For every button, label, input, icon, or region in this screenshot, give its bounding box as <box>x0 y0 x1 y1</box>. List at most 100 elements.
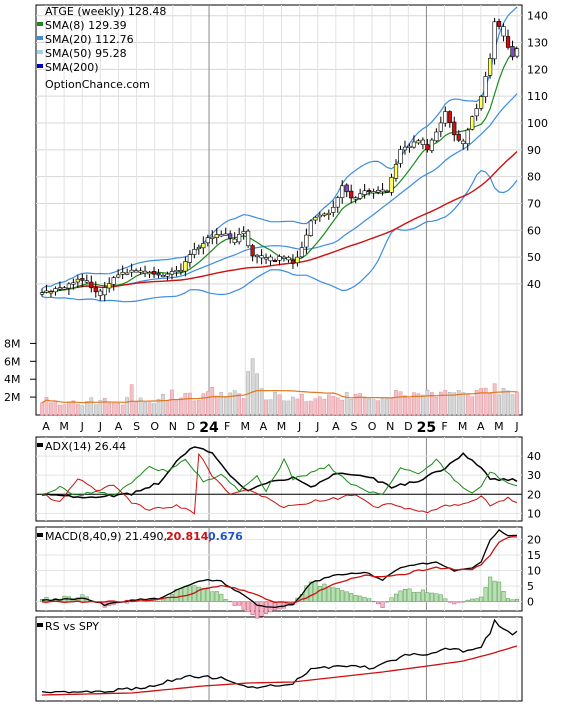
candle-body <box>71 282 76 285</box>
macd-histogram-bar <box>255 601 260 619</box>
month-label: A <box>115 420 123 433</box>
volume-bar <box>394 390 398 416</box>
macd-histogram-bar <box>214 591 219 602</box>
rs-title: RS vs SPY <box>45 620 99 633</box>
volume-bar <box>161 394 165 416</box>
macd-histogram-bar <box>228 601 233 603</box>
candle-body <box>434 131 439 142</box>
candle-body <box>80 278 85 281</box>
candle-body <box>125 272 130 275</box>
indicator-tick-label: 5 <box>527 580 534 593</box>
macd-histogram-bar <box>456 601 461 603</box>
indicator-tick-label: 30 <box>527 469 541 482</box>
month-label: J <box>80 420 84 433</box>
candle-body <box>259 255 264 259</box>
volume-bar <box>58 404 62 416</box>
month-label: 25 <box>417 420 436 436</box>
month-label: J <box>315 420 319 433</box>
adx-title: ADX(14) 26.44 <box>45 440 126 453</box>
indicator-tick-label: 10 <box>527 565 541 578</box>
candle-body <box>492 21 497 60</box>
volume-tick-label: 6M <box>4 355 21 368</box>
volume-bar <box>255 373 259 416</box>
macd-histogram-bar <box>156 600 161 602</box>
macd-title-swatch <box>37 533 43 537</box>
volume-bar <box>268 399 273 416</box>
macd-histogram-bar <box>322 583 327 602</box>
month-label: D <box>187 420 195 433</box>
volume-bar <box>170 389 174 416</box>
macd-histogram-bar <box>201 588 206 602</box>
candle-body <box>66 283 71 289</box>
candle-body <box>214 234 219 238</box>
macd-histogram-bar <box>304 585 309 602</box>
chart-title: ATGE (weekly) 128.48 <box>45 5 166 18</box>
candle-body <box>496 21 502 27</box>
macd-series-line <box>41 536 518 604</box>
rs-panel-frame <box>35 616 523 702</box>
candle-body <box>402 146 408 151</box>
candle-body <box>326 212 331 216</box>
month-label: N <box>386 420 394 433</box>
bollinger-upper-line <box>41 6 518 290</box>
volume-bar <box>277 394 282 416</box>
volume-average-line <box>41 389 518 404</box>
volume-tick-label: 8M <box>4 337 21 350</box>
macd-histogram-bar <box>461 601 466 603</box>
candle-body <box>452 121 457 136</box>
candle-body <box>443 111 448 124</box>
volume-bar <box>201 393 206 416</box>
volume-bar <box>210 387 215 416</box>
volume-bar <box>380 398 385 416</box>
volume-tick-label: 2M <box>4 391 21 404</box>
macd-histogram-bar <box>479 596 484 602</box>
volume-bar <box>62 404 67 416</box>
indicator-tick-label: 15 <box>527 549 541 562</box>
candle-body <box>201 243 206 249</box>
volume-bar <box>111 403 116 416</box>
candle-body <box>228 233 233 239</box>
macd-histogram-bar <box>326 586 331 602</box>
candle-body <box>111 277 116 285</box>
legend-sma20: SMA(20) 112.76 <box>45 33 134 46</box>
candle-body <box>461 140 466 144</box>
price-tick-label: 70 <box>527 197 541 210</box>
macd-histogram-bar <box>340 590 345 602</box>
macd-title: MACD(8,40,9) 21.490, <box>45 530 167 543</box>
month-label: A <box>42 420 50 433</box>
adx-title-swatch <box>37 443 43 447</box>
candle-body <box>142 270 148 274</box>
volume-bar <box>443 390 448 416</box>
volume-bar <box>407 397 412 416</box>
macd-histogram-bar <box>447 601 452 603</box>
macd-histogram-bar <box>393 593 399 602</box>
candle-body <box>465 129 470 145</box>
macd-histogram-bar <box>470 598 475 602</box>
macd-histogram-bar <box>246 601 251 612</box>
volume-bar <box>300 393 304 416</box>
rs-series-line <box>41 645 518 696</box>
volume-bar <box>385 398 389 416</box>
candle-body <box>120 271 125 275</box>
candle-body <box>196 246 201 250</box>
macd-histogram-bar <box>358 595 363 602</box>
macd-histogram-bar <box>411 592 416 602</box>
volume-bar <box>165 400 170 416</box>
candle-body <box>384 190 390 193</box>
volume-bar <box>309 400 313 416</box>
macd-histogram-bar <box>402 588 408 602</box>
candle-body <box>313 216 318 221</box>
volume-bar <box>425 389 430 416</box>
volume-bar <box>371 399 376 416</box>
macd-histogram-bar <box>488 576 493 602</box>
volume-bar <box>389 398 394 416</box>
volume-bar <box>452 392 457 416</box>
macd-histogram-bar <box>443 598 448 602</box>
candle-body <box>304 234 309 248</box>
candle-body <box>295 256 300 264</box>
volume-bar <box>273 391 277 416</box>
candle-body <box>447 111 452 124</box>
macd-histogram-bar <box>371 600 376 603</box>
